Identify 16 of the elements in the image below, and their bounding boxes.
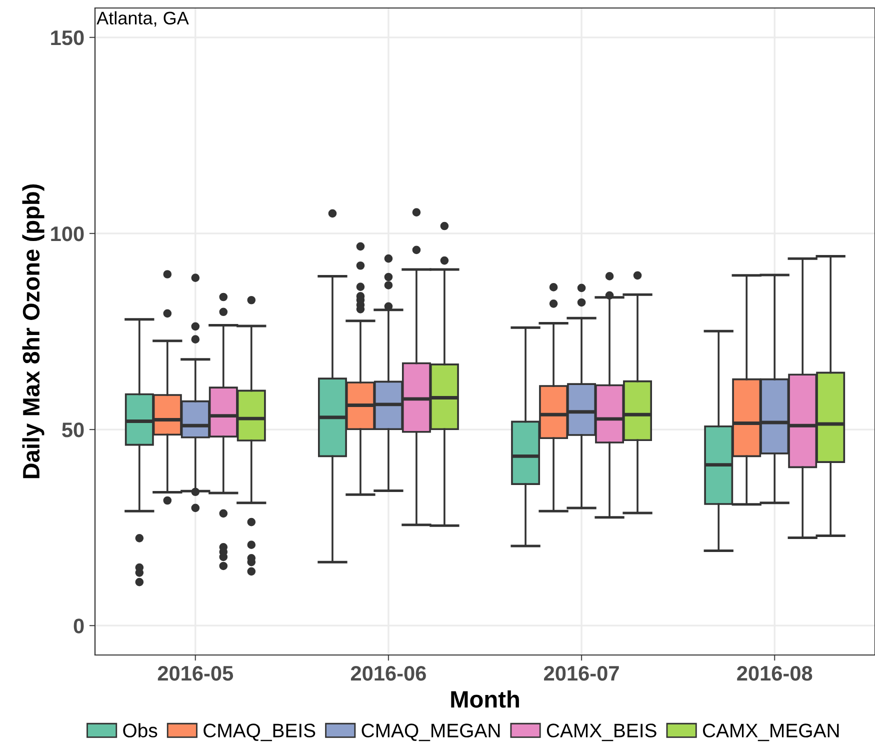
y-tick-label: 50: [62, 422, 84, 438]
x-tick-label: 2016-05: [158, 666, 234, 681]
y-tick-label: 100: [51, 226, 84, 242]
legend-label: Obs: [123, 723, 158, 738]
legend-label: CMAQ_MEGAN: [362, 724, 500, 742]
y-axis-title: Daily Max 8hr Ozone (ppb): [22, 184, 44, 478]
legend-label: CMAQ_BEIS: [204, 724, 316, 742]
y-tick-label: 0: [74, 618, 84, 634]
legend-label: CAMX_MEGAN: [702, 724, 839, 742]
x-tick-label: 2016-08: [737, 666, 812, 681]
x-tick-label: 2016-06: [350, 666, 426, 681]
legend-label: CAMX_BEIS: [546, 724, 656, 742]
y-tick-label: 150: [51, 30, 84, 46]
x-axis-title: Month: [451, 690, 519, 708]
x-tick-label: 2016-07: [544, 666, 619, 681]
annotation: Atlanta, GA: [96, 11, 189, 27]
